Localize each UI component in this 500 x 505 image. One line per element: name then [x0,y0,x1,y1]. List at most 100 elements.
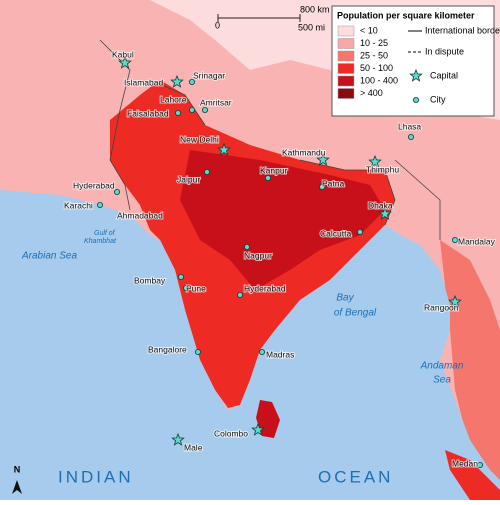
city-dot [189,79,195,85]
place-marker [316,152,330,166]
water-label: Khambhat [84,238,117,245]
city-dot [413,97,419,103]
city-dot [408,134,414,140]
place: Nagpur [244,250,272,260]
city-dot [175,110,181,116]
place-marker [452,237,458,243]
legend: Population per square kilometer < 10 10 -… [331,5,500,117]
place: Medan [452,458,478,468]
place: Ahmadabad [117,210,163,220]
city-dot [357,229,363,235]
place-marker [189,79,195,85]
place: Amritsar [200,97,232,107]
place-marker [170,74,184,88]
legend-label: < 10 [360,25,378,35]
water-label: Andaman [420,361,464,372]
water-label: Sea [433,375,451,386]
legend-dispute: In dispute [425,46,464,56]
water-label: Arabian Sea [21,251,77,262]
place-marker [118,55,132,69]
place-marker [319,184,325,190]
capital-star [378,206,392,220]
ocean-label: INDIAN [58,467,134,486]
north-label: N [14,464,21,474]
place: Islamabad [124,77,163,87]
legend-title: Population per square kilometer [337,10,475,20]
place: Thimphu [366,164,399,174]
city-dot [195,349,201,355]
place: Colombo [214,428,248,438]
city-dot [265,175,271,181]
place-marker [175,110,181,116]
water-label: Gulf of [94,230,116,237]
place-marker [189,107,195,113]
place: Kanpur [260,165,288,175]
city-dot [477,462,483,468]
place-marker [183,285,189,291]
place-marker [409,68,423,82]
place: Faisalabad [127,108,169,118]
place-marker [265,175,271,181]
place: Pune [186,283,206,293]
place-marker [244,244,250,250]
place-marker [114,189,120,195]
place: Jaipur [177,174,200,184]
place-marker [368,154,382,168]
capital-star [170,74,184,88]
capital-star [409,68,423,82]
place-marker [251,422,265,436]
place-marker [217,142,231,156]
place: Hyderabad [244,283,286,293]
water-label: Bay [336,293,354,304]
place-marker [357,229,363,235]
ocean-label: OCEAN [318,467,393,486]
place: Karachi [64,200,93,210]
place: Bombay [134,275,166,285]
place-marker [477,462,483,468]
scale-bar: 0 800 km 500 mi [215,4,330,32]
city-dot [154,213,160,219]
legend-swatch [337,25,355,37]
city-dot [204,169,210,175]
place: Patna [322,178,344,188]
place-marker [195,349,201,355]
place-marker [378,206,392,220]
place: Kathmandu [282,147,326,157]
place: Dhaka [368,200,393,210]
place-marker [413,97,419,103]
capital-star [217,142,231,156]
place-marker [204,169,210,175]
place: Hyderabad [73,180,115,190]
place: Lhasa [398,121,421,131]
capital-star [316,152,330,166]
legend-capital: Capital [430,70,458,80]
legend-label: 25 - 50 [360,50,388,60]
water-label: of Bengal [334,308,377,319]
city-dot [237,292,243,298]
north-arrow: N [12,464,22,494]
city-dot [114,189,120,195]
legend-label: 50 - 100 [360,63,393,73]
scale-km: 800 km [300,4,330,14]
capital-star [118,55,132,69]
scale-zero: 0 [215,20,220,30]
place-marker [171,432,185,446]
legend-border: International border [425,25,500,35]
place-marker [178,274,184,280]
place: Male [184,442,203,452]
place: Rangoon [424,302,459,312]
city-dot [202,107,208,113]
city-dot [189,107,195,113]
legend-label: 100 - 400 [360,75,398,85]
place: New Delhi [180,134,219,144]
legend-swatch [337,75,355,87]
place: Calcutta [320,228,351,238]
city-dot [259,349,265,355]
legend-swatch [337,50,355,62]
place-marker [408,134,414,140]
city-dot [183,285,189,291]
city-dot [178,274,184,280]
legend-swatch [337,63,355,74]
place: Madras [266,349,294,359]
